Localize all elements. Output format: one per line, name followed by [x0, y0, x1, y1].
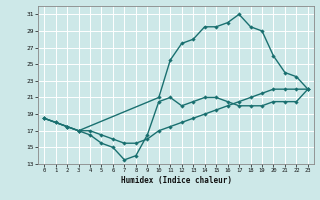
X-axis label: Humidex (Indice chaleur): Humidex (Indice chaleur)	[121, 176, 231, 185]
